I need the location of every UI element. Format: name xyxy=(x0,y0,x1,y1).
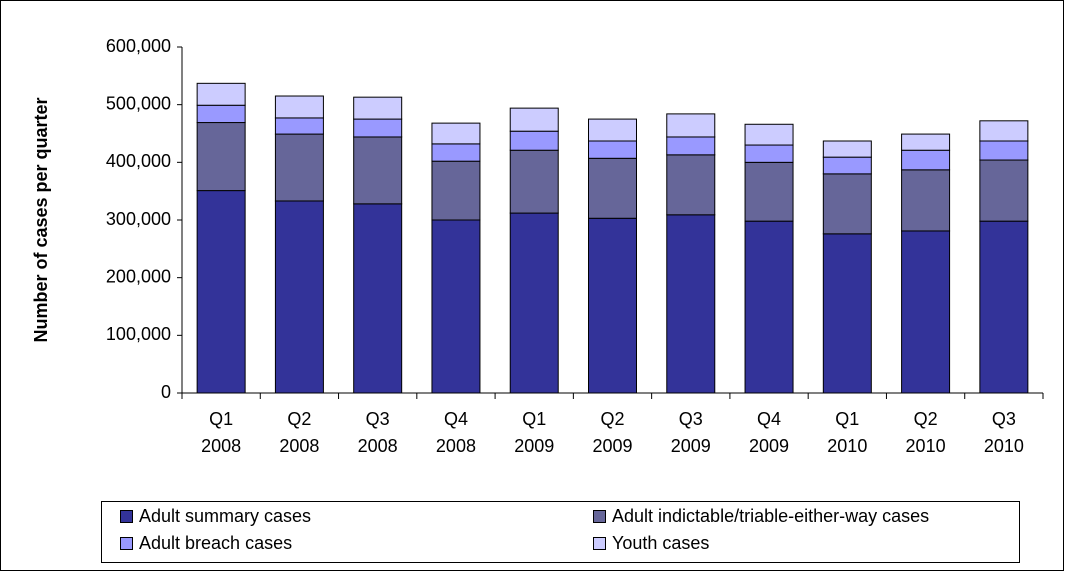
legend-label: Youth cases xyxy=(612,533,710,553)
bar-segment xyxy=(509,149,559,214)
legend-label: Adult breach cases xyxy=(139,533,293,553)
bar-segment xyxy=(509,212,559,394)
bar-segment xyxy=(979,159,1029,222)
y-axis-title: Number of cases per quarter xyxy=(31,97,51,342)
x-tick-label: Q3 2008 xyxy=(357,409,398,456)
bar-segment xyxy=(666,214,716,394)
legend-item: Adult breach cases xyxy=(120,533,292,554)
legend-swatch xyxy=(120,537,133,550)
y-tick-label: 0 xyxy=(161,382,171,402)
x-tick-label: Q3 2009 xyxy=(670,409,711,456)
legend-swatch xyxy=(593,537,606,550)
bar-segment xyxy=(588,118,637,142)
x-tick-label: Q1 2010 xyxy=(827,409,868,456)
bar-segment xyxy=(196,190,246,394)
bar-segment xyxy=(431,143,481,162)
x-tick-label: Q2 2008 xyxy=(279,409,320,456)
bar-segment xyxy=(822,173,872,235)
x-tick-label: Q3 2010 xyxy=(983,409,1024,456)
bar-segment xyxy=(822,140,872,158)
x-tick-label: Q4 2008 xyxy=(435,409,476,456)
bar-segment xyxy=(353,136,403,205)
bar-segment xyxy=(588,140,637,159)
legend-label: Adult indictable/triable-either-way case… xyxy=(612,506,930,526)
bar-segment xyxy=(353,118,403,138)
bar-segment xyxy=(274,200,324,394)
bar-segment xyxy=(744,123,794,146)
bar-segment xyxy=(822,156,872,175)
bar-segment xyxy=(353,203,403,394)
bar-segment xyxy=(274,95,324,119)
legend-swatch xyxy=(120,510,133,523)
bar-segment xyxy=(196,104,246,124)
bar-segment xyxy=(196,82,246,106)
legend-swatch xyxy=(593,510,606,523)
bar-segment xyxy=(274,133,324,202)
x-tick-label: Q1 2009 xyxy=(514,409,555,456)
x-tick-label: Q1 2008 xyxy=(201,409,242,456)
y-tick-label: 500,000 xyxy=(106,93,171,113)
y-tick-label: 600,000 xyxy=(106,36,171,56)
bar-segment xyxy=(744,161,794,222)
y-tick-label: 200,000 xyxy=(106,266,171,286)
bar-segment xyxy=(901,133,951,151)
y-tick-label: 100,000 xyxy=(106,324,171,344)
bar-segment xyxy=(901,169,951,232)
bar-segment xyxy=(353,96,403,120)
bar-segment xyxy=(588,217,637,394)
bar-segment xyxy=(274,117,324,135)
x-tick-label: Q2 2009 xyxy=(592,409,633,456)
bar-segment xyxy=(744,144,794,163)
legend-label: Adult summary cases xyxy=(139,506,312,526)
bar-segment xyxy=(431,219,481,394)
bar-segment xyxy=(431,160,481,221)
legend-box xyxy=(101,501,1020,563)
bar-segment xyxy=(666,154,716,216)
y-tick-label: 300,000 xyxy=(106,209,171,229)
legend-item: Adult summary cases xyxy=(120,506,311,527)
bar-segment xyxy=(666,136,716,156)
bar-segment xyxy=(588,157,637,219)
bar-segment xyxy=(196,122,246,192)
bar-segment xyxy=(901,230,951,394)
bar-segment xyxy=(509,107,559,132)
legend-item: Adult indictable/triable-either-way case… xyxy=(593,506,929,527)
y-tick-label: 400,000 xyxy=(106,151,171,171)
bar-segment xyxy=(979,140,1029,161)
bar-segment xyxy=(822,233,872,394)
bar-segment xyxy=(744,220,794,394)
legend-item: Youth cases xyxy=(593,533,709,554)
bar-segment xyxy=(666,113,716,138)
bar-segment xyxy=(431,122,481,145)
bar-segment xyxy=(901,149,951,171)
bar-segment xyxy=(979,220,1029,394)
x-tick-label: Q4 2009 xyxy=(749,409,790,456)
bar-segment xyxy=(979,120,1029,142)
bar-segment xyxy=(509,130,559,151)
x-tick-label: Q2 2010 xyxy=(905,409,946,456)
